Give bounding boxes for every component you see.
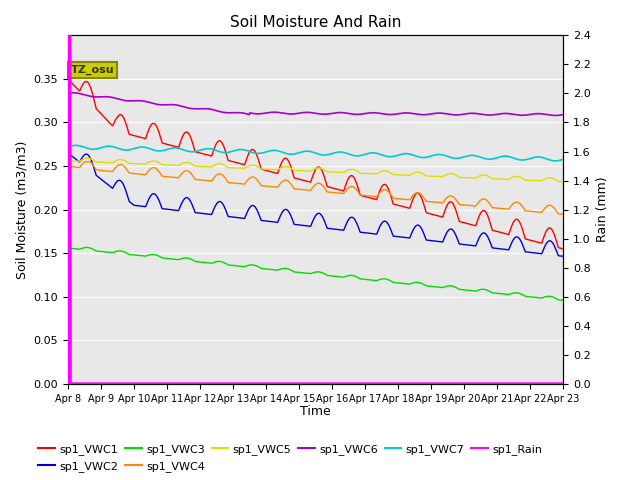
X-axis label: Time: Time bbox=[300, 405, 331, 418]
Text: TZ_osu: TZ_osu bbox=[70, 65, 115, 75]
Title: Soil Moisture And Rain: Soil Moisture And Rain bbox=[230, 15, 401, 30]
Y-axis label: Soil Moisture (m3/m3): Soil Moisture (m3/m3) bbox=[15, 141, 28, 279]
Legend: sp1_VWC1, sp1_VWC2, sp1_VWC3, sp1_VWC4, sp1_VWC5, sp1_VWC6, sp1_VWC7, sp1_Rain: sp1_VWC1, sp1_VWC2, sp1_VWC3, sp1_VWC4, … bbox=[34, 440, 547, 476]
Y-axis label: Rain (mm): Rain (mm) bbox=[596, 177, 609, 242]
